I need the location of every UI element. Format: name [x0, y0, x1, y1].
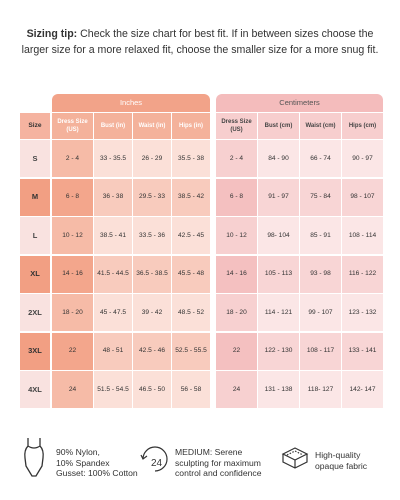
group-header: Inches	[52, 94, 210, 112]
feature-line: opaque fabric	[315, 460, 368, 471]
inch-cell: 6 - 8	[52, 178, 93, 216]
sculpt-icon: 24	[140, 446, 168, 472]
size-cell: 2XL	[20, 294, 50, 331]
cm-cell: 75 - 84	[300, 178, 341, 216]
size-cell: 3XL	[20, 332, 50, 370]
feature-line: 10% Spandex	[56, 457, 110, 468]
inch-cell: 14 - 16	[52, 255, 93, 293]
tip-label: Sizing tip:	[26, 28, 78, 40]
cm-cell: 122 - 130	[258, 332, 299, 370]
svg-text:24: 24	[151, 458, 163, 469]
inch-cell: 35.5 - 38	[172, 140, 210, 177]
feature-line: 90% Nylon,	[56, 447, 100, 457]
feature-line: High-quality	[315, 450, 361, 460]
column-header: Dress Size (US)	[216, 113, 257, 139]
inch-cell: 52.5 - 55.5	[172, 332, 210, 370]
feature-line: Gusset: 100% Cotton	[56, 468, 138, 478]
feature-line: sculpting for maximum	[175, 457, 261, 468]
tip-text: Check the size chart for best fit. If in…	[21, 28, 379, 56]
cm-cell: 2 - 4	[216, 140, 257, 177]
feature-line: control and confidence	[175, 468, 262, 478]
inch-cell: 41.5 - 44.5	[94, 255, 132, 293]
column-header: Hips (in)	[172, 113, 210, 139]
inch-cell: 48 - 51	[94, 332, 132, 370]
cm-cell: 105 - 113	[258, 255, 299, 293]
size-cell: L	[20, 217, 50, 254]
inch-cell: 24	[52, 371, 93, 408]
feature-text: High-quality opaque fabric	[315, 450, 367, 471]
feature-text: MEDIUM: Serene sculpting for maximum contr…	[175, 447, 261, 479]
inch-cell: 38.5 - 41	[94, 217, 132, 254]
cm-cell: 18 - 20	[216, 294, 257, 331]
inch-cell: 46.5 - 50	[133, 371, 171, 408]
cm-cell: 98- 104	[258, 217, 299, 254]
size-cell: 4XL	[20, 371, 50, 408]
inch-cell: 38.5 - 42	[172, 178, 210, 216]
cm-cell: 84 - 90	[258, 140, 299, 177]
column-header: Waist (in)	[133, 113, 171, 139]
size-cell: M	[20, 178, 50, 216]
inch-cell: 33 - 35.5	[94, 140, 132, 177]
inch-cell: 33.5 - 36	[133, 217, 171, 254]
cm-cell: 14 - 16	[216, 255, 257, 293]
fabric-icon	[281, 447, 309, 469]
cm-cell: 66 - 74	[300, 140, 341, 177]
inch-cell: 18 - 20	[52, 294, 93, 331]
inch-cell: 45 - 47.5	[94, 294, 132, 331]
inch-cell: 56 - 58	[172, 371, 210, 408]
group-header: Centimeters	[216, 94, 383, 112]
cm-cell: 98 - 107	[342, 178, 383, 216]
cm-cell: 142- 147	[342, 371, 383, 408]
inch-cell: 42.5 - 45	[172, 217, 210, 254]
cm-cell: 133 - 141	[342, 332, 383, 370]
cm-cell: 114 - 121	[258, 294, 299, 331]
inch-cell: 10 - 12	[52, 217, 93, 254]
cm-cell: 91 - 97	[258, 178, 299, 216]
inch-cell: 36 - 38	[94, 178, 132, 216]
cm-cell: 108 - 114	[342, 217, 383, 254]
inch-cell: 39 - 42	[133, 294, 171, 331]
cm-cell: 90 - 97	[342, 140, 383, 177]
cm-cell: 93 - 98	[300, 255, 341, 293]
bodysuit-icon	[24, 438, 44, 477]
feature-text: 90% Nylon, 10% Spandex Gusset: 100% Cotton	[56, 447, 138, 479]
cm-cell: 131 - 138	[258, 371, 299, 408]
cm-cell: 22	[216, 332, 257, 370]
cm-cell: 108 - 117	[300, 332, 341, 370]
cm-cell: 99 - 107	[300, 294, 341, 331]
size-cell: S	[20, 140, 50, 177]
cm-cell: 10 - 12	[216, 217, 257, 254]
cm-cell: 24	[216, 371, 257, 408]
inch-cell: 2 - 4	[52, 140, 93, 177]
inch-cell: 22	[52, 332, 93, 370]
column-header: Hips (cm)	[342, 113, 383, 139]
feature-line: MEDIUM: Serene	[175, 447, 243, 457]
inch-cell: 48.5 - 52	[172, 294, 210, 331]
sizing-tip: Sizing tip: Check the size chart for bes…	[14, 26, 386, 58]
column-header: Bust (cm)	[258, 113, 299, 139]
inch-cell: 51.5 - 54.5	[94, 371, 132, 408]
cm-cell: 123 - 132	[342, 294, 383, 331]
cm-cell: 6 - 8	[216, 178, 257, 216]
inch-cell: 45.5 - 48	[172, 255, 210, 293]
column-header: Waist (cm)	[300, 113, 341, 139]
inch-cell: 29.5 - 33	[133, 178, 171, 216]
column-header: Bust (in)	[94, 113, 132, 139]
size-cell: XL	[20, 255, 50, 293]
inch-cell: 36.5 - 38.5	[133, 255, 171, 293]
size-header: Size	[20, 113, 50, 139]
cm-cell: 85 - 91	[300, 217, 341, 254]
column-header: Dress Size (US)	[52, 113, 93, 139]
cm-cell: 118- 127	[300, 371, 341, 408]
cm-cell: 116 - 122	[342, 255, 383, 293]
inch-cell: 26 - 29	[133, 140, 171, 177]
inch-cell: 42.5 - 46	[133, 332, 171, 370]
